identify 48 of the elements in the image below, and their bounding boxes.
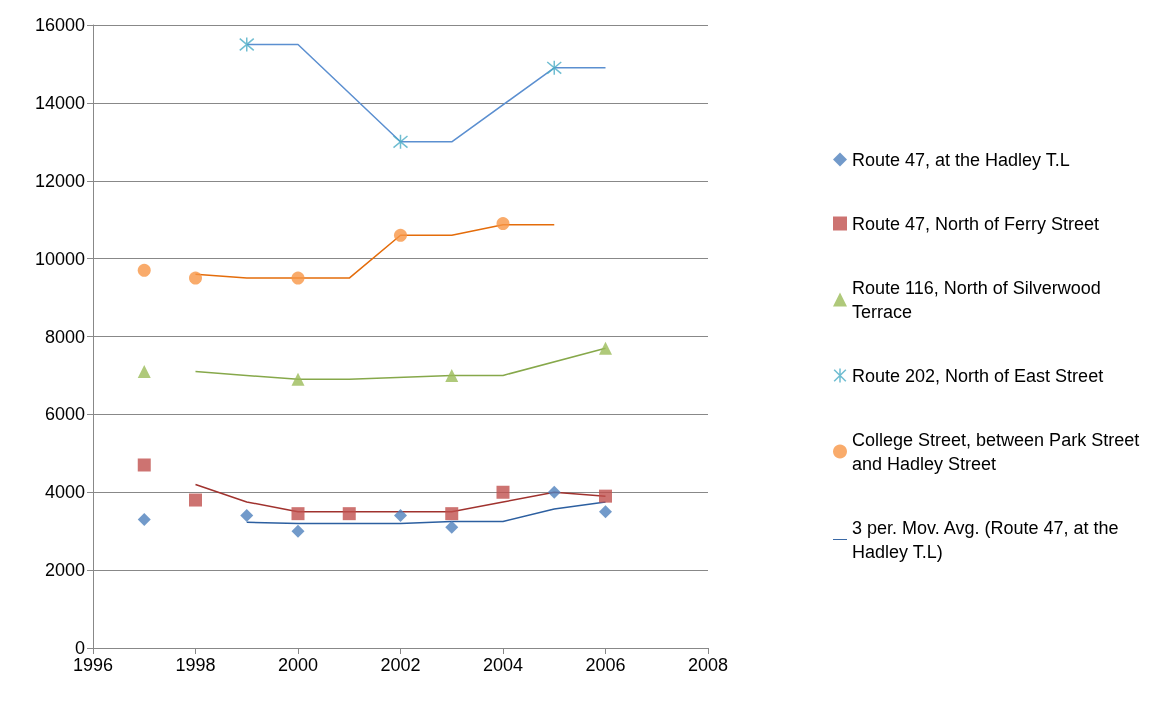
legend-label: 3 per. Mov. Avg. (Route 47, at the Hadley T.L) — [852, 517, 1124, 562]
point — [445, 520, 459, 534]
point — [291, 271, 305, 285]
y-tick-label: 4000 — [44, 482, 85, 503]
y-tick-label: 10000 — [34, 248, 85, 269]
y-tick-label: 6000 — [44, 404, 85, 425]
point — [189, 271, 202, 285]
y-tick-label: 0 — [74, 638, 85, 658]
point — [599, 489, 612, 503]
point — [189, 493, 202, 507]
legend-label: Route 116, North of Silverwood Terrace — [852, 277, 1106, 322]
legend-label: Route 47, at the Hadley T.L — [852, 149, 1070, 170]
point — [291, 507, 305, 521]
y-tick-label: 2000 — [44, 560, 85, 581]
point — [394, 228, 407, 242]
point — [445, 368, 459, 382]
x-tick-label: 2000 — [277, 655, 319, 675]
x-tick-label: 1998 — [175, 655, 216, 675]
point — [496, 485, 510, 499]
y-tick-label: 12000 — [34, 170, 85, 191]
point — [291, 372, 305, 386]
y-tick-label: 14000 — [34, 92, 85, 113]
x-tick-label: 2002 — [380, 655, 421, 675]
point — [291, 524, 305, 538]
point — [599, 505, 612, 519]
point — [137, 263, 151, 277]
x-tick-label: 2008 — [687, 655, 729, 675]
y-tick-label: 16000 — [34, 15, 85, 35]
y-tick-label: 8000 — [44, 326, 85, 347]
point — [137, 365, 151, 379]
x-tick-label: 1996 — [72, 655, 114, 675]
point — [394, 509, 407, 523]
point — [445, 507, 459, 521]
x-tick-label: 2006 — [585, 655, 626, 675]
legend-label: College Street, between Park Street and Hadley Street — [852, 429, 1145, 474]
x-tick-label: 2004 — [482, 655, 524, 675]
point — [239, 36, 255, 53]
point — [137, 513, 151, 527]
point — [599, 341, 612, 355]
point — [546, 60, 562, 76]
point — [137, 458, 151, 472]
point — [342, 507, 356, 521]
point — [240, 509, 254, 523]
legend-label: Route 47, North of Ferry Street — [852, 213, 1100, 234]
point — [496, 217, 510, 231]
legend-label: Route 202, North of East Street — [852, 365, 1104, 386]
point — [547, 485, 561, 499]
point — [392, 134, 409, 150]
